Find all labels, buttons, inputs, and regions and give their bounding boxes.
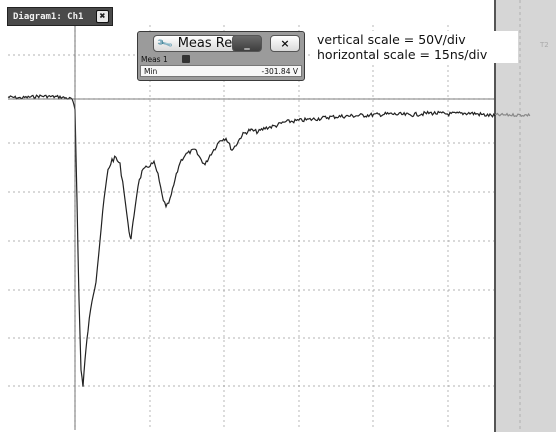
wrench-icon: 🔧 [155,34,175,53]
minimize-icon: _ [244,37,250,50]
waveform-trace-faded [494,112,531,118]
minimize-button[interactable]: _ [232,35,262,52]
waveform-trace [7,94,496,387]
horizontal-scale-text: horizontal scale = 15ns/div [317,47,488,62]
close-icon: × [280,37,290,50]
vertical-scale-text: vertical scale = 50V/div [317,32,466,47]
meas-settings-icon[interactable] [181,55,190,63]
meas-label: Meas 1 [141,54,168,64]
meas-header-row: Meas 1 [140,54,302,64]
scale-annotation: vertical scale = 50V/div horizontal scal… [313,31,518,63]
close-icon[interactable]: ✖ [96,10,109,23]
meas-result-row[interactable]: Min -301.84 V [140,65,302,77]
meas-results-title-button[interactable]: 🔧 Meas Res [153,34,245,53]
meas-row-label: Min [144,66,158,76]
right-marker-label: T2 [540,41,549,49]
right-side-panel [495,0,556,432]
diagram-tab[interactable]: Diagram1: Ch1 ✖ [7,7,113,26]
meas-row-value: -301.84 V [261,66,298,76]
meas-results-window[interactable]: 🔧 Meas Res _ × Meas 1 Min -301.84 V [137,31,305,81]
diagram-tab-title: Diagram1: Ch1 [13,11,84,22]
close-button[interactable]: × [270,35,300,52]
meas-results-title: Meas Res [177,36,240,51]
